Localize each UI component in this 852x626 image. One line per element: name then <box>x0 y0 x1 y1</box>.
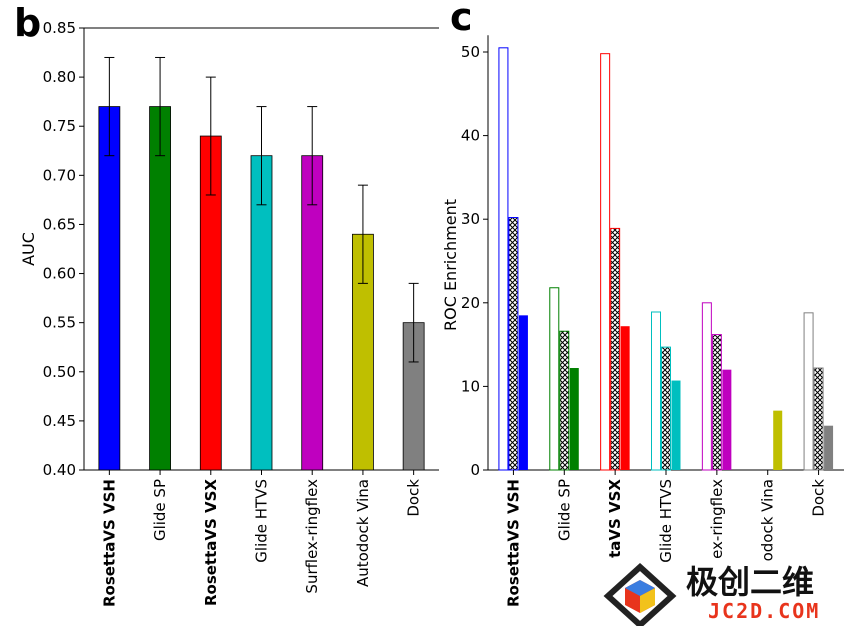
c-bar-solid-surflex-ringflex <box>722 369 732 470</box>
b-y-tick-label: 0.80 <box>43 68 76 86</box>
b-y-axis-label: AUC <box>19 232 38 266</box>
c-bar-hatched-glide-htvs <box>661 346 671 471</box>
watermark-url-text: JC2D.COM <box>708 599 820 623</box>
panel-b-letter: b <box>14 1 41 45</box>
c-y-tick-label: 50 <box>461 43 480 61</box>
c-bar-solid-glide-sp <box>569 368 579 470</box>
c-y-tick-label: 0 <box>470 461 480 479</box>
b-y-tick-label: 0.75 <box>43 117 76 135</box>
auc-bar-chart: 0.40 0.45 0.50 0.55 0.60 0.65 0.70 0.75 0.80 0.85… <box>19 19 439 607</box>
c-x-tick-label: RosettaVS VSH <box>504 479 522 607</box>
c-bar-solid-autodock-vina <box>773 410 783 470</box>
b-y-tick-label: 0.70 <box>43 166 76 184</box>
c-bar-hollow-rosettavs-vsx <box>600 53 611 471</box>
b-x-tick-label: Surflex-ringflex <box>303 479 321 594</box>
c-y-tick-label: 30 <box>461 210 480 228</box>
b-x-tick-label: Dock <box>405 479 423 517</box>
b-x-tick-label: Glide SP <box>151 479 169 541</box>
c-bar-solid-dock <box>824 425 834 470</box>
b-y-tick-label: 0.85 <box>43 19 76 37</box>
b-x-tick-label: RosettaVS VSX <box>202 479 220 606</box>
c-bar-hatched-rosettavs-vsx <box>610 227 621 471</box>
c-bar-hollow-surflex-ringflex <box>701 302 712 471</box>
c-bar-solid-glide-htvs <box>671 380 681 470</box>
b-y-tick-label: 0.55 <box>43 314 76 332</box>
b-y-tick-label: 0.50 <box>43 363 76 381</box>
c-x-tick-label: ex-ringflex <box>708 479 726 559</box>
watermark: 极创二维 JC2D.COM <box>603 562 820 626</box>
watermark-logo-icon <box>603 562 677 626</box>
b-x-tick-label: Autodock Vina <box>354 479 372 587</box>
roc-enrichment-bar-chart: 0 10 20 30 40 50 ROC Enrichment RosettaVS VSH Gl… <box>441 35 844 607</box>
c-bar-hollow-rosettavs-vsh <box>498 47 509 471</box>
c-x-tick-label: odock Vina <box>759 479 777 561</box>
c-bar-hatched-rosettavs-vsh <box>508 217 519 471</box>
b-bar-glide-sp <box>149 106 171 471</box>
c-y-axis-label: ROC Enrichment <box>441 199 460 331</box>
c-bar-hollow-dock <box>803 312 814 471</box>
b-bar-rosettavs-vsh <box>98 106 121 471</box>
c-bar-hollow-glide-sp <box>549 287 560 471</box>
c-bar-hatched-dock <box>813 367 824 471</box>
c-x-tick-label: taVS VSX <box>606 479 624 558</box>
watermark-cn-text: 极创二维 <box>686 563 814 601</box>
b-y-tick-label: 0.45 <box>43 412 76 430</box>
c-x-tick-label: Glide SP <box>555 479 573 541</box>
c-y-tick-label: 40 <box>461 127 480 145</box>
b-y-tick-label: 0.65 <box>43 215 76 233</box>
panel-c-letter: c <box>450 0 473 39</box>
c-y-tick-label: 20 <box>461 294 480 312</box>
c-bar-solid-rosettavs-vsx <box>620 326 630 470</box>
b-y-tick-label: 0.60 <box>43 265 76 283</box>
b-x-tick-label: Glide HTVS <box>253 479 271 563</box>
c-bar-hollow-glide-htvs <box>651 311 661 471</box>
c-x-tick-label: Dock <box>810 479 828 517</box>
b-y-tick-label: 0.40 <box>43 461 76 479</box>
b-x-tick-label: RosettaVS VSH <box>100 479 118 607</box>
c-bar-solid-rosettavs-vsh <box>518 315 528 470</box>
c-bar-hatched-glide-sp <box>559 330 570 471</box>
c-x-tick-label: Glide HTVS <box>657 479 675 563</box>
c-y-tick-label: 10 <box>461 377 480 395</box>
c-bar-hatched-surflex-ringflex <box>711 334 722 471</box>
